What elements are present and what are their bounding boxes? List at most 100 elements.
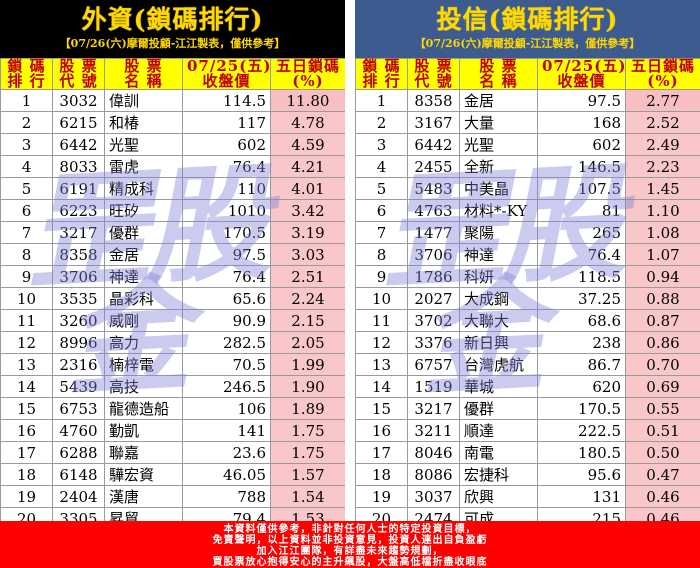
cell-price: 222.5 [537,419,626,442]
table-row[interactable]: 1 8358 金居 97.5 2.77 [355,89,700,112]
col-header-price-line2: 收盤價 [557,72,606,90]
table-row[interactable]: 9 1786 科妍 118.5 0.94 [355,265,700,288]
cell-pct: 1.45 [625,177,700,200]
col-header-rank: 鎖 碼排 行 [0,58,53,90]
col-header-name-line1: 股 票 [479,57,518,75]
table-row[interactable]: 15 6753 龍德造船 106 1.89 [0,397,345,420]
cell-price: 118.5 [537,265,626,288]
cell-code: 8358 [52,243,105,266]
table-row[interactable]: 3 6442 光聖 602 2.49 [355,133,700,156]
table-row[interactable]: 20 3305 昇貿 79.4 1.53 [0,507,345,521]
cell-name: 全新 [459,155,538,178]
col-header-pct: 五日鎖碼 (%) [625,58,700,90]
table-row[interactable]: 10 3535 晶彩科 65.6 2.24 [0,287,345,310]
table-row[interactable]: 5 5483 中美晶 107.5 1.45 [355,177,700,200]
cell-price: 620 [537,375,626,398]
table-row[interactable]: 3 6442 光聖 602 4.59 [0,133,345,156]
table-row[interactable]: 19 3037 欣興 131 0.46 [355,485,700,508]
table-row[interactable]: 12 3376 新日興 238 0.86 [355,331,700,354]
cell-price: 76.4 [182,265,271,288]
rank-table-trust: 鎖 碼排 行 股 票代 號 股 票名 稱 07/25(五) 收盤價 五日鎖碼 (%)… [355,58,700,521]
table-row[interactable]: 7 3217 優群 170.5 3.19 [0,221,345,244]
table-row[interactable]: 7 1477 聚陽 265 1.08 [355,221,700,244]
table-row[interactable]: 11 3260 威剛 90.9 2.15 [0,309,345,332]
cell-rank: 20 [355,507,408,521]
cell-rank: 4 [355,155,408,178]
cell-pct: 0.86 [625,331,700,354]
panel-gutter [345,0,700,521]
cell-rank: 3 [355,133,408,156]
table-row[interactable]: 14 5439 高技 246.5 1.90 [0,375,345,398]
cell-name: 金居 [104,243,183,266]
table-row[interactable]: 15 3217 優群 170.5 0.55 [355,397,700,420]
cell-name: 聯嘉 [104,441,183,464]
cell-code: 3260 [52,309,105,332]
cell-price: 65.6 [182,287,271,310]
cell-rank: 12 [0,331,53,354]
table-row[interactable]: 4 8033 雷虎 76.4 4.21 [0,155,345,178]
cell-price: 117 [182,111,271,134]
table-row[interactable]: 14 1519 華城 620 0.69 [355,375,700,398]
cell-pct: 4.59 [270,133,345,156]
cell-name: 雷虎 [104,155,183,178]
cell-code: 2474 [407,507,460,521]
cell-price: 23.6 [182,441,271,464]
cell-pct: 0.69 [625,375,700,398]
cell-code: 2404 [52,485,105,508]
col-header-rank: 鎖 碼排 行 [355,58,408,90]
table-row[interactable]: 2 6215 和椿 117 4.78 [0,111,345,134]
table-row[interactable]: 1 3032 偉訓 114.5 11.80 [0,89,345,112]
table-row[interactable]: 20 2474 可成 215 0.46 [355,507,700,521]
cell-code: 3535 [52,287,105,310]
cell-rank: 14 [0,375,53,398]
table-row[interactable]: 4 2455 全新 146.5 2.23 [355,155,700,178]
table-row[interactable]: 19 2404 漢唐 788 1.54 [0,485,345,508]
cell-price: 180.5 [537,441,626,464]
panel-header-trust: 投信(鎖碼排行) 【07/26(六)摩爾投顧-江江製表，僅供參考】 [355,0,700,58]
cell-price: 79.4 [182,507,271,521]
table-row[interactable]: 18 8086 宏捷科 95.6 0.47 [355,463,700,486]
cell-code: 6442 [52,133,105,156]
table-row[interactable]: 17 8046 南電 180.5 0.50 [355,441,700,464]
table-row[interactable]: 5 6191 精成科 110 4.01 [0,177,345,200]
cell-price: 90.9 [182,309,271,332]
cell-code: 3167 [407,111,460,134]
table-row[interactable]: 6 6223 旺矽 1010 3.42 [0,199,345,222]
table-row[interactable]: 13 2316 楠梓電 70.5 1.99 [0,353,345,376]
disclaimer-line-1: 本資料僅供參考，非針對任何人士的特定投資目標， [223,524,477,535]
table-row[interactable]: 9 3706 神達 76.4 2.51 [0,265,345,288]
cell-price: 95.6 [537,463,626,486]
cell-rank: 19 [0,485,53,508]
table-row[interactable]: 16 3211 順達 222.5 0.51 [355,419,700,442]
table-row[interactable]: 8 8358 金居 97.5 3.03 [0,243,345,266]
table-row[interactable]: 17 6288 聯嘉 23.6 1.75 [0,441,345,464]
cell-pct: 0.55 [625,397,700,420]
cell-price: 68.6 [537,309,626,332]
table-row[interactable]: 13 6757 台灣虎航 86.7 0.70 [355,353,700,376]
cell-name: 偉訓 [104,89,183,112]
cell-code: 8033 [52,155,105,178]
col-header-code: 股 票代 號 [407,58,460,90]
cell-code: 3702 [407,309,460,332]
cell-rank: 5 [355,177,408,200]
table-row[interactable]: 12 8996 高力 282.5 2.05 [0,331,345,354]
cell-code: 3032 [52,89,105,112]
table-row[interactable]: 8 3706 神達 76.4 1.07 [355,243,700,266]
table-row[interactable]: 10 2027 大成鋼 37.25 0.88 [355,287,700,310]
table-row[interactable]: 18 6148 驊宏資 46.05 1.57 [0,463,345,486]
col-header-price: 07/25(五) 收盤價 [182,58,271,90]
cell-code: 8046 [407,441,460,464]
table-row[interactable]: 16 4760 勤凱 141 1.75 [0,419,345,442]
cell-name: 優群 [459,397,538,420]
table-row[interactable]: 6 4763 材料*-KY 81 1.10 [355,199,700,222]
cell-pct: 1.75 [270,419,345,442]
table-row[interactable]: 2 3167 大量 168 2.52 [355,111,700,134]
cell-price: 788 [182,485,271,508]
cell-pct: 2.77 [625,89,700,112]
table-row[interactable]: 11 3702 大聯大 68.6 0.87 [355,309,700,332]
cell-name: 神達 [459,243,538,266]
panel-investment-trust: 投信(鎖碼排行) 【07/26(六)摩爾投顧-江江製表，僅供參考】 罡股金 鎖 … [355,0,700,521]
cell-name: 龍德造船 [104,397,183,420]
cell-price: 110 [182,177,271,200]
cell-rank: 1 [355,89,408,112]
